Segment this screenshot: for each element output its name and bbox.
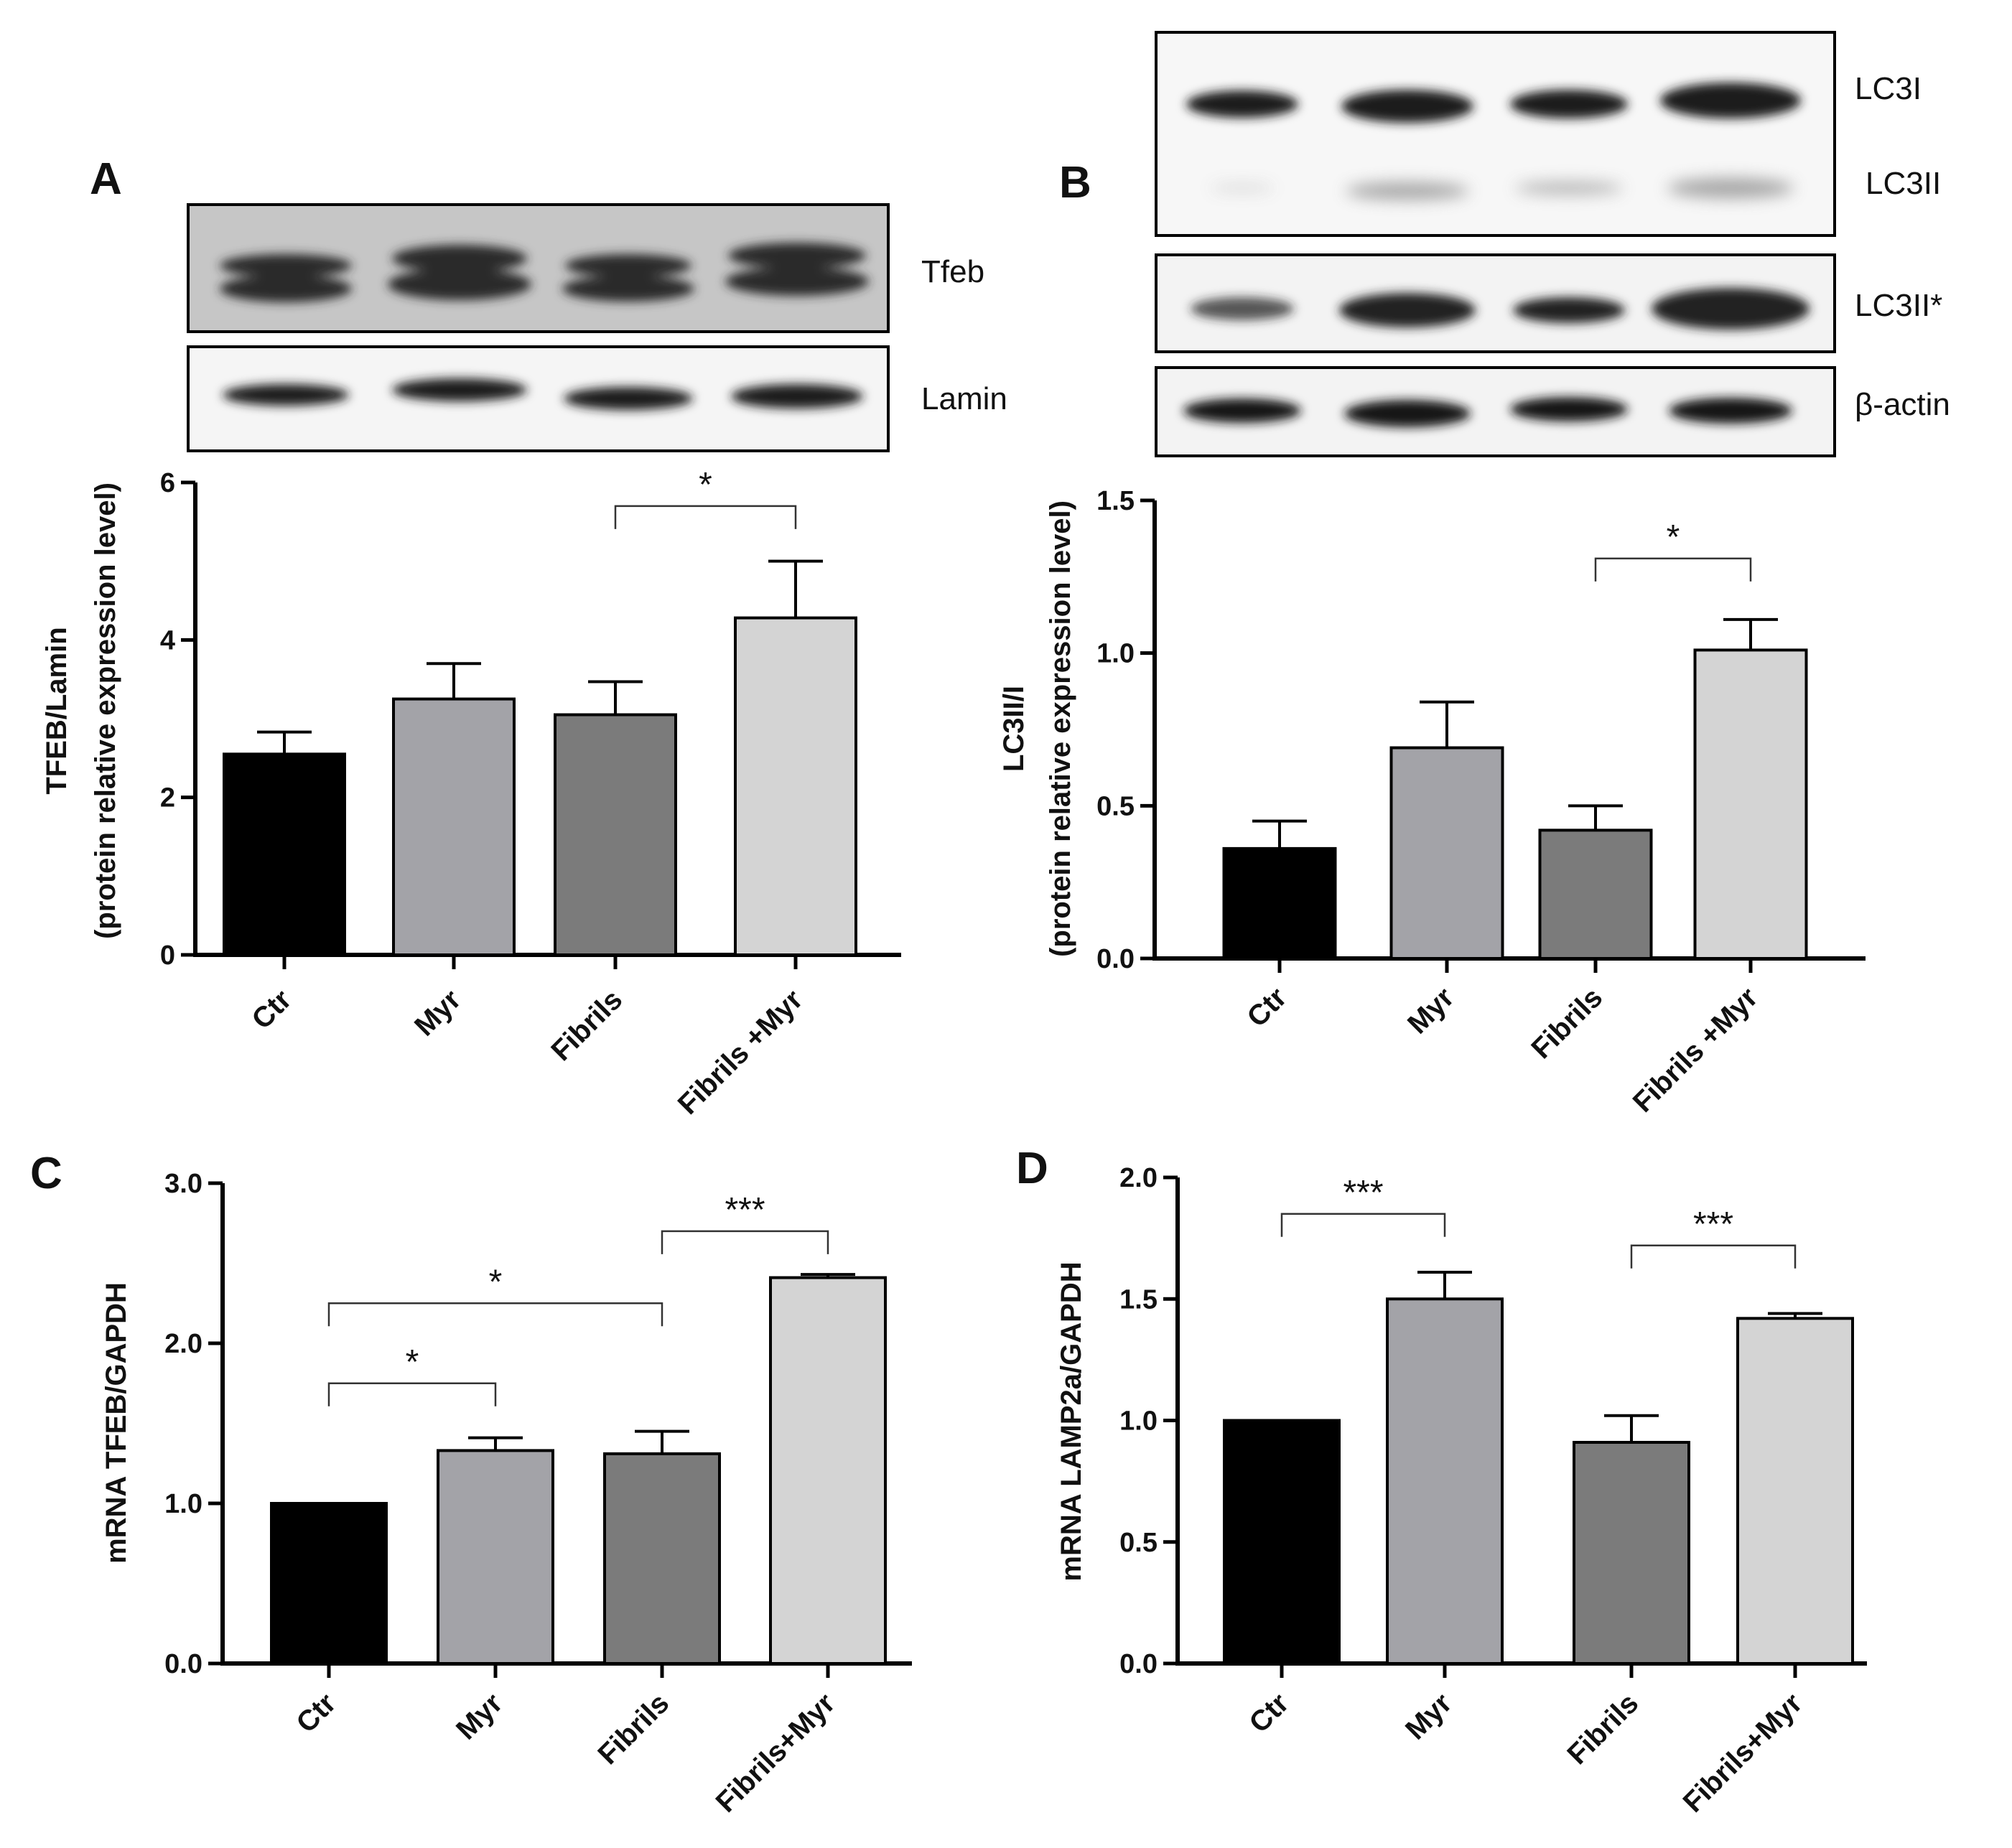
y-tick-label: 0 bbox=[160, 941, 175, 971]
blot-beta-actin bbox=[1155, 366, 1836, 457]
y-tick-label: 0.0 bbox=[1096, 944, 1135, 974]
bar-fibrils-myr bbox=[1693, 648, 1808, 960]
panel-a-letter: A bbox=[90, 154, 122, 204]
x-tick-label: Myr bbox=[1402, 981, 1460, 1040]
significance-label: * bbox=[1667, 518, 1680, 556]
bar-fibrils-myr bbox=[769, 1276, 887, 1665]
significance-bracket bbox=[1280, 1213, 1446, 1237]
blot-label-tfeb: Tfeb bbox=[921, 254, 984, 289]
blot-lamin bbox=[187, 345, 890, 452]
bar-myr bbox=[1386, 1297, 1504, 1665]
significance-label: * bbox=[699, 466, 712, 504]
blot-label-lc3ii-star: LC3II* bbox=[1855, 288, 1942, 323]
blot-label-beta-actin: β-actin bbox=[1855, 387, 1950, 422]
bar-fibrils bbox=[1573, 1440, 1690, 1665]
chart-panel-c: 0.0 1.0 2.0 3.0 mRNA TFEB/GAPDH Ctr Myr Fibrils… bbox=[101, 1169, 912, 1819]
significance-label: *** bbox=[1693, 1205, 1733, 1243]
y-tick-label: 1.5 bbox=[1119, 1284, 1158, 1315]
significance-label: *** bbox=[725, 1191, 765, 1229]
y-axis-title: (protein relative expression level) bbox=[90, 482, 121, 939]
x-tick-label: Fibrils +Myr bbox=[1627, 981, 1764, 1119]
y-tick-label: 0.5 bbox=[1119, 1528, 1158, 1558]
panel-d-letter: D bbox=[1016, 1144, 1048, 1193]
chart-panel-a: 0 2 4 6 TFEB/Lamin (protein relative expressi… bbox=[41, 466, 901, 1121]
blot-lc3 bbox=[1155, 31, 1836, 237]
significance-bracket bbox=[614, 505, 797, 529]
significance-bracket bbox=[1630, 1244, 1797, 1269]
x-tick-label: Fibrils bbox=[545, 984, 628, 1067]
y-axis-title: mRNA TFEB/GAPDH bbox=[101, 1282, 132, 1564]
x-tick-label: Ctr bbox=[290, 1687, 342, 1739]
x-tick-label: Fibrils bbox=[592, 1687, 675, 1770]
y-tick-label: 1.0 bbox=[164, 1489, 202, 1519]
chart-panel-d: 0.0 0.5 1.0 1.5 2.0 mRNA LAMP2a/GAPDH Ctr Myr Fi… bbox=[1056, 1163, 1867, 1819]
bar-ctr bbox=[270, 1502, 388, 1665]
y-tick-label: 6 bbox=[160, 468, 175, 498]
y-tick-label: 2.0 bbox=[164, 1329, 202, 1359]
bar-fibrils bbox=[1538, 829, 1653, 960]
significance-label: * bbox=[406, 1343, 419, 1381]
bar-ctr bbox=[1223, 1419, 1341, 1665]
y-axis-title: TFEB/Lamin bbox=[41, 627, 73, 794]
bar-fibrils-myr bbox=[1736, 1317, 1854, 1665]
x-tick-label: Myr bbox=[1399, 1687, 1458, 1745]
x-tick-label: Fibrils bbox=[1561, 1687, 1644, 1770]
bar-ctr bbox=[223, 752, 346, 956]
significance-bracket bbox=[327, 1302, 663, 1327]
bar-myr bbox=[392, 697, 516, 956]
blot-lc3ii-star bbox=[1155, 253, 1836, 353]
x-tick-label: Fibrils+Myr bbox=[710, 1687, 842, 1819]
panel-b-letter: B bbox=[1059, 158, 1091, 207]
y-tick-label: 2.0 bbox=[1119, 1163, 1158, 1193]
bar-myr bbox=[1389, 746, 1504, 961]
y-tick-label: 3.0 bbox=[164, 1169, 202, 1199]
significance-bracket bbox=[661, 1230, 829, 1254]
chart-panel-b: 0.0 0.5 1.0 1.5 LC3II/I (protein relative exp… bbox=[998, 486, 1866, 1119]
x-tick-label: Ctr bbox=[1243, 1687, 1295, 1739]
y-axis-title: (protein relative expression level) bbox=[1045, 500, 1076, 957]
bar-fibrils bbox=[554, 713, 677, 956]
y-tick-label: 0.0 bbox=[164, 1649, 202, 1679]
x-tick-label: Fibrils +Myr bbox=[672, 984, 809, 1121]
significance-label: *** bbox=[1343, 1174, 1383, 1212]
y-tick-label: 0.0 bbox=[1119, 1649, 1158, 1679]
bar-myr bbox=[437, 1449, 554, 1666]
significance-bracket bbox=[327, 1382, 497, 1406]
y-tick-label: 0.5 bbox=[1096, 791, 1135, 821]
y-tick-label: 1.0 bbox=[1096, 639, 1135, 669]
x-tick-label: Myr bbox=[450, 1687, 508, 1745]
y-axis-title: mRNA LAMP2a/GAPDH bbox=[1056, 1261, 1087, 1581]
x-tick-label: Ctr bbox=[246, 984, 297, 1035]
y-tick-label: 1.0 bbox=[1119, 1406, 1158, 1437]
x-tick-label: Fibrils bbox=[1525, 981, 1608, 1065]
blot-tfeb bbox=[187, 203, 890, 333]
significance-label: * bbox=[489, 1263, 503, 1301]
bar-fibrils bbox=[603, 1452, 721, 1665]
panel-c-letter: C bbox=[30, 1149, 62, 1198]
blot-label-lc3ii: LC3II bbox=[1866, 166, 1941, 201]
significance-bracket bbox=[1594, 557, 1752, 582]
y-axis-title: LC3II/I bbox=[998, 686, 1030, 772]
y-tick-label: 1.5 bbox=[1096, 486, 1135, 516]
x-tick-label: Myr bbox=[409, 984, 467, 1042]
x-tick-label: Ctr bbox=[1241, 981, 1293, 1033]
blot-label-lc3i: LC3I bbox=[1855, 71, 1922, 106]
y-tick-label: 2 bbox=[160, 783, 175, 813]
blot-label-lamin: Lamin bbox=[921, 381, 1007, 416]
y-tick-label: 4 bbox=[160, 625, 175, 655]
bar-ctr bbox=[1222, 846, 1337, 960]
x-tick-label: Fibrils+Myr bbox=[1677, 1687, 1809, 1819]
bar-fibrils-myr bbox=[734, 616, 857, 956]
